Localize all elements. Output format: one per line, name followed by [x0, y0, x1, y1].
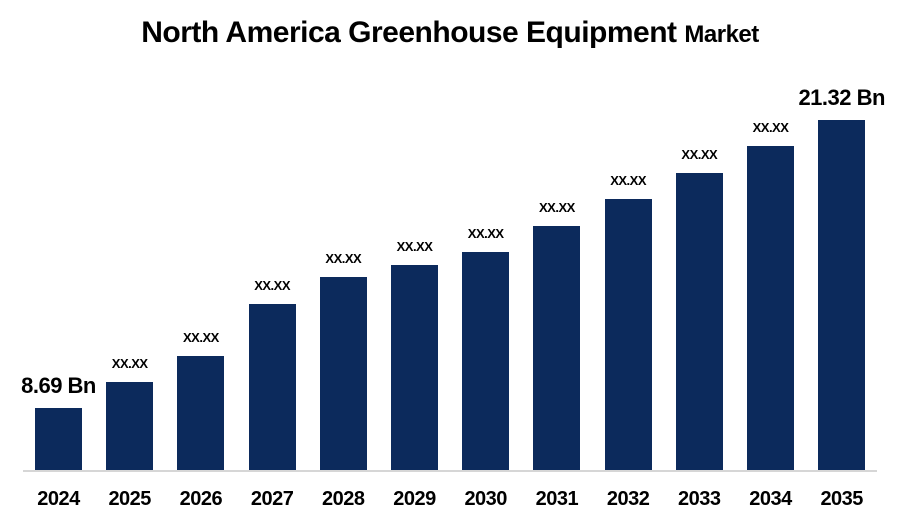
bar-2031	[533, 226, 581, 472]
bar-2027	[248, 304, 296, 472]
x-tick-2027: 2027	[250, 488, 294, 510]
bar-2028	[319, 277, 367, 472]
value-label-2027: XX.XX	[254, 278, 290, 293]
bar-2032	[604, 199, 652, 472]
value-label-2030: XX.XX	[467, 226, 504, 241]
x-tick-2031: 2031	[535, 488, 579, 510]
value-label-2032: XX.XX	[610, 173, 646, 188]
chart-title: North America Greenhouse Equipment Marke…	[0, 16, 900, 50]
x-tick-2028: 2028	[322, 488, 365, 510]
x-tick-2026: 2026	[179, 488, 223, 510]
x-tick-2034: 2034	[749, 488, 792, 510]
bar-2026	[177, 356, 225, 472]
value-label-2034: XX.XX	[752, 120, 789, 135]
value-label-2029: XX.XX	[396, 239, 433, 254]
x-tick-2030: 2030	[464, 488, 507, 510]
value-label-2026: XX.XX	[182, 330, 219, 345]
x-tick-2035: 2035	[820, 488, 863, 510]
value-label-2025: XX.XX	[111, 356, 148, 371]
bar-2029	[391, 265, 438, 472]
bar-2035	[818, 120, 866, 472]
x-tick-2025: 2025	[108, 488, 151, 510]
x-tick-2033: 2033	[678, 488, 721, 510]
bar-2033	[675, 173, 723, 472]
x-tick-2029: 2029	[393, 488, 436, 510]
value-label-2035: 21.32 Bn	[798, 85, 885, 110]
chart-title-suffix: Market	[684, 21, 759, 48]
bar-2025	[106, 382, 154, 472]
value-label-2028: XX.XX	[325, 251, 362, 266]
x-axis-line	[23, 470, 877, 472]
bar-2024	[35, 408, 82, 472]
x-tick-2032: 2032	[606, 488, 650, 510]
value-label-2031: XX.XX	[538, 200, 575, 215]
bar-2030	[462, 252, 510, 472]
x-tick-2024: 2024	[37, 488, 80, 510]
value-label-2024: 8.69 Bn	[21, 373, 96, 398]
value-label-2033: XX.XX	[681, 147, 718, 162]
bar-2034	[747, 146, 794, 472]
chart-title-main: North America Greenhouse Equipment	[141, 16, 677, 49]
